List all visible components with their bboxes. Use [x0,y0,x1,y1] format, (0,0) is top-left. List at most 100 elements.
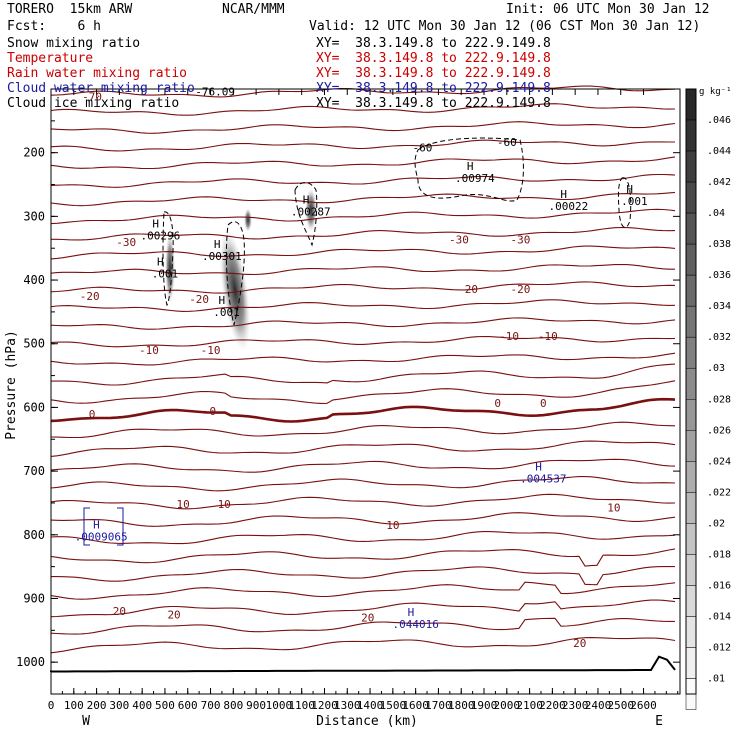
colorbar: .046 .044 .042 .04 .038 .036 .034 .032 .03 .028 .0… [685,87,732,710]
isotherm-label: 20 [361,612,374,625]
isotherm-label: 0 [540,397,547,410]
isotherm-line [50,335,676,348]
isotherm-label: -30 [116,236,136,249]
isotherm-line [50,380,676,404]
x-tick-label: 2100 [516,699,543,712]
field-xy-range: XY= 38.3.149.8 to 222.9.149.8 [316,81,551,96]
y-axis-label: Pressure (hPa) [4,330,19,440]
isotherm-line [50,139,675,152]
x-tick-label: 1500 [380,699,407,712]
isotherm-line [50,440,676,457]
colorbar-label: .026 [707,425,731,436]
isotherm-line [50,581,676,600]
isotherm-label: -20 [189,293,209,306]
isotherm-line [50,512,676,527]
y-tick-label: 700 [23,464,45,478]
colorbar-swatch [685,367,697,400]
colorbar-label: .03 [707,363,725,374]
ground-line [50,655,676,673]
x-tick-label: 1700 [425,699,452,712]
isotherm-line [50,85,676,98]
y-tick-label: 900 [23,591,45,605]
colorbar-label: .022 [707,487,731,498]
colorbar-label: .024 [707,456,731,467]
x-axis-ticks: 0 100 200 300 400 500 600 700 800 900 100011001200… [48,89,679,712]
colorbar-frame [685,88,697,695]
x-tick-label: 2600 [630,699,657,712]
y-tick-label: 200 [23,146,45,160]
isotherm-label: 0 [209,405,216,418]
colorbar-label: .01 [707,673,725,684]
colorbar-swatch [685,492,697,524]
y-tick-label: 500 [23,337,45,351]
colorbar-label: .032 [707,332,731,343]
colorbar-swatch [685,305,697,338]
cloud-contours [83,137,632,546]
colorbar-label: .036 [707,270,731,281]
snow-plume [244,208,252,232]
maximum-value: .001 [213,306,240,319]
isotherm-line [50,397,676,423]
maximum-value: .001 [621,195,648,208]
isotherm-line [50,548,676,567]
maximum-h-marker: H [467,160,474,173]
x-tick-label: 1200 [311,699,338,712]
contour-label: -60 [497,136,517,149]
colorbar-label: .014 [707,611,731,622]
isotherm-label: -10 [201,344,221,357]
isotherm-line [50,476,676,492]
plot-frame [50,88,681,695]
y-tick-label: 1000 [16,655,45,669]
colorbar-swatch [685,461,697,493]
isotherm-line [51,363,676,386]
maximum-h-marker: H [303,193,310,206]
maximum-h-marker: H [157,256,164,269]
maximum-value: .0009065 [75,531,128,544]
x-tick-label: 1600 [402,699,429,712]
contour-label: -76.09 [195,86,235,99]
isotherm-label: 10 [177,498,190,511]
contour-label: -60 [413,142,433,155]
isotherm-line [50,617,675,635]
maximum-h-marker: H [535,461,542,474]
y-tick-label: 300 [23,209,45,223]
isotherm-label: -70 [82,91,102,104]
x-tick-label: 800 [223,699,243,712]
x-tick-label: 100 [64,699,84,712]
isotherm-line [50,352,676,366]
isotherm-line [50,458,676,473]
isotherm-line [50,281,676,294]
cloud-contour [225,221,245,326]
y-tick-label: 800 [23,528,45,542]
colorbar-label: .012 [707,642,731,653]
maximum-value: .004537 [520,473,566,486]
temperature-isotherms [50,85,676,654]
isotherm-label: 10 [218,498,231,511]
colorbar-swatch [685,119,697,152]
west-label: W [82,714,90,729]
isotherm-line [50,421,676,439]
isotherm-line [51,226,676,241]
x-tick-label: 1000 [266,699,293,712]
valid-time: Valid: 12 UTC Mon 30 Jan 12 (06 CST Mon … [309,19,701,34]
x-tick-label: 600 [178,699,198,712]
isotherm-line [51,566,675,586]
x-tick-label: 1100 [288,699,315,712]
maximum-value: .00022 [548,200,588,213]
maximum-value: .00974 [455,172,495,185]
x-tick-label: 300 [109,699,129,712]
contour-labels: -70 -30 -30 -30 -20 -20 -20 -20 -10 -10 -10 -10 0 0 0 0… [80,86,621,651]
isotherm-line [50,263,675,276]
y-tick-label: 600 [23,400,45,414]
colorbar-unit: g kg⁻¹ [699,87,732,97]
x-tick-label: 0 [48,699,55,712]
maximum-h-marker: H [408,606,415,619]
forecast-hour: Fcst: 6 h [7,19,101,34]
isotherm-label: -30 [449,233,469,246]
cloud-contour [294,182,318,247]
isotherm-line [50,493,676,510]
colorbar-label: .02 [707,518,725,529]
x-tick-label: 1900 [471,699,498,712]
isotherm-line [50,208,676,225]
